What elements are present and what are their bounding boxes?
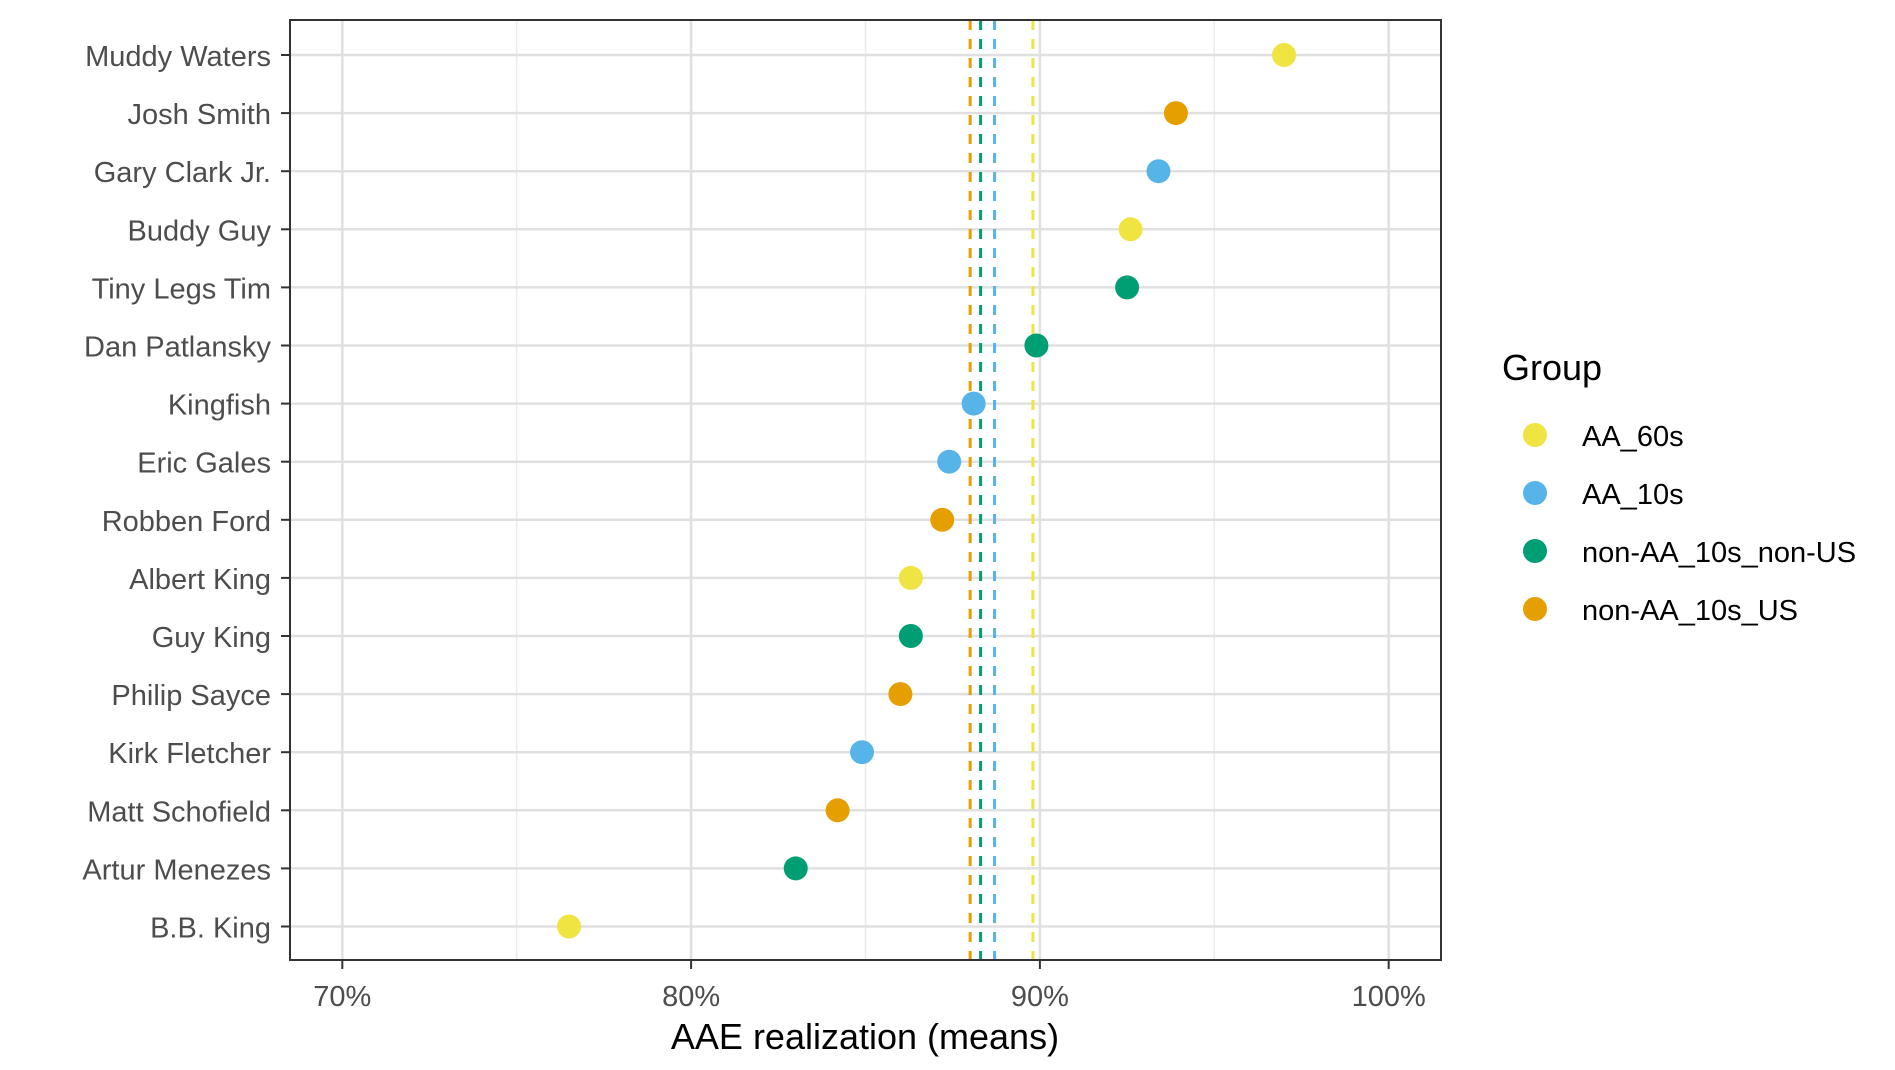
point-philip-sayce	[888, 682, 913, 707]
legend-label: non-AA_10s_non-US	[1582, 537, 1856, 569]
legend-key-non-AA_10s_US	[1523, 597, 1547, 621]
legend-label: AA_60s	[1582, 421, 1684, 453]
y-tick-label: Buddy Guy	[128, 215, 272, 247]
point-matt-schofield	[825, 798, 850, 823]
point-b-b-king	[557, 914, 582, 939]
y-tick-label: Josh Smith	[128, 99, 271, 131]
point-josh-smith	[1163, 101, 1188, 126]
y-axis: Muddy Waters Josh Smith Gary Clark Jr. Budd…	[82, 41, 290, 945]
legend-key-non-AA_10s_non-US	[1523, 539, 1547, 563]
point-kirk-fletcher	[850, 740, 875, 765]
x-tick-label: 100%	[1352, 981, 1426, 1013]
legend-key-AA_60s	[1523, 423, 1547, 447]
y-tick-label: Artur Menezes	[82, 854, 271, 886]
data-points	[557, 43, 1297, 939]
x-tick-label: 70%	[313, 981, 371, 1013]
y-tick-label: Muddy Waters	[85, 41, 271, 73]
x-axis-title: AAE realization (means)	[671, 1016, 1059, 1057]
y-tick-label: Kirk Fletcher	[108, 738, 271, 770]
legend-title: Group	[1502, 347, 1602, 388]
y-tick-label: Matt Schofield	[87, 796, 271, 828]
point-tiny-legs-tim	[1115, 275, 1140, 300]
point-dan-patlansky	[1024, 333, 1049, 358]
legend-label: non-AA_10s_US	[1582, 595, 1798, 627]
panel-border	[289, 19, 1442, 961]
x-tick-label: 90%	[1011, 981, 1069, 1013]
point-albert-king	[898, 565, 923, 590]
y-tick-label: Philip Sayce	[111, 680, 271, 712]
point-robben-ford	[930, 507, 955, 532]
y-tick-label: Kingfish	[168, 390, 271, 422]
point-guy-king	[898, 624, 923, 648]
y-tick-label: B.B. King	[150, 913, 271, 945]
legend-label: AA_10s	[1582, 479, 1684, 511]
point-kingfish	[961, 391, 986, 416]
grid	[290, 20, 1441, 960]
y-tick-label: Gary Clark Jr.	[94, 157, 271, 189]
y-tick-label: Dan Patlansky	[84, 332, 271, 364]
group-mean-lines	[968, 20, 1035, 960]
y-tick-label: Eric Gales	[137, 448, 271, 480]
y-tick-label: Tiny Legs Tim	[92, 273, 271, 305]
point-artur-menezes	[783, 856, 808, 881]
point-gary-clark-jr-	[1146, 159, 1171, 184]
y-tick-label: Robben Ford	[102, 506, 271, 538]
legend: Group AA_60s AA_10s non-AA_10s_non-US non-A…	[1502, 347, 1856, 627]
x-axis: 70% 80% 90% 100%	[313, 960, 1426, 1013]
y-tick-label: Guy King	[152, 622, 271, 654]
point-muddy-waters	[1272, 43, 1297, 67]
legend-key-AA_10s	[1523, 481, 1547, 505]
point-buddy-guy	[1118, 217, 1143, 242]
point-eric-gales	[937, 449, 962, 474]
y-tick-label: Albert King	[129, 564, 271, 596]
x-tick-label: 80%	[662, 981, 720, 1013]
